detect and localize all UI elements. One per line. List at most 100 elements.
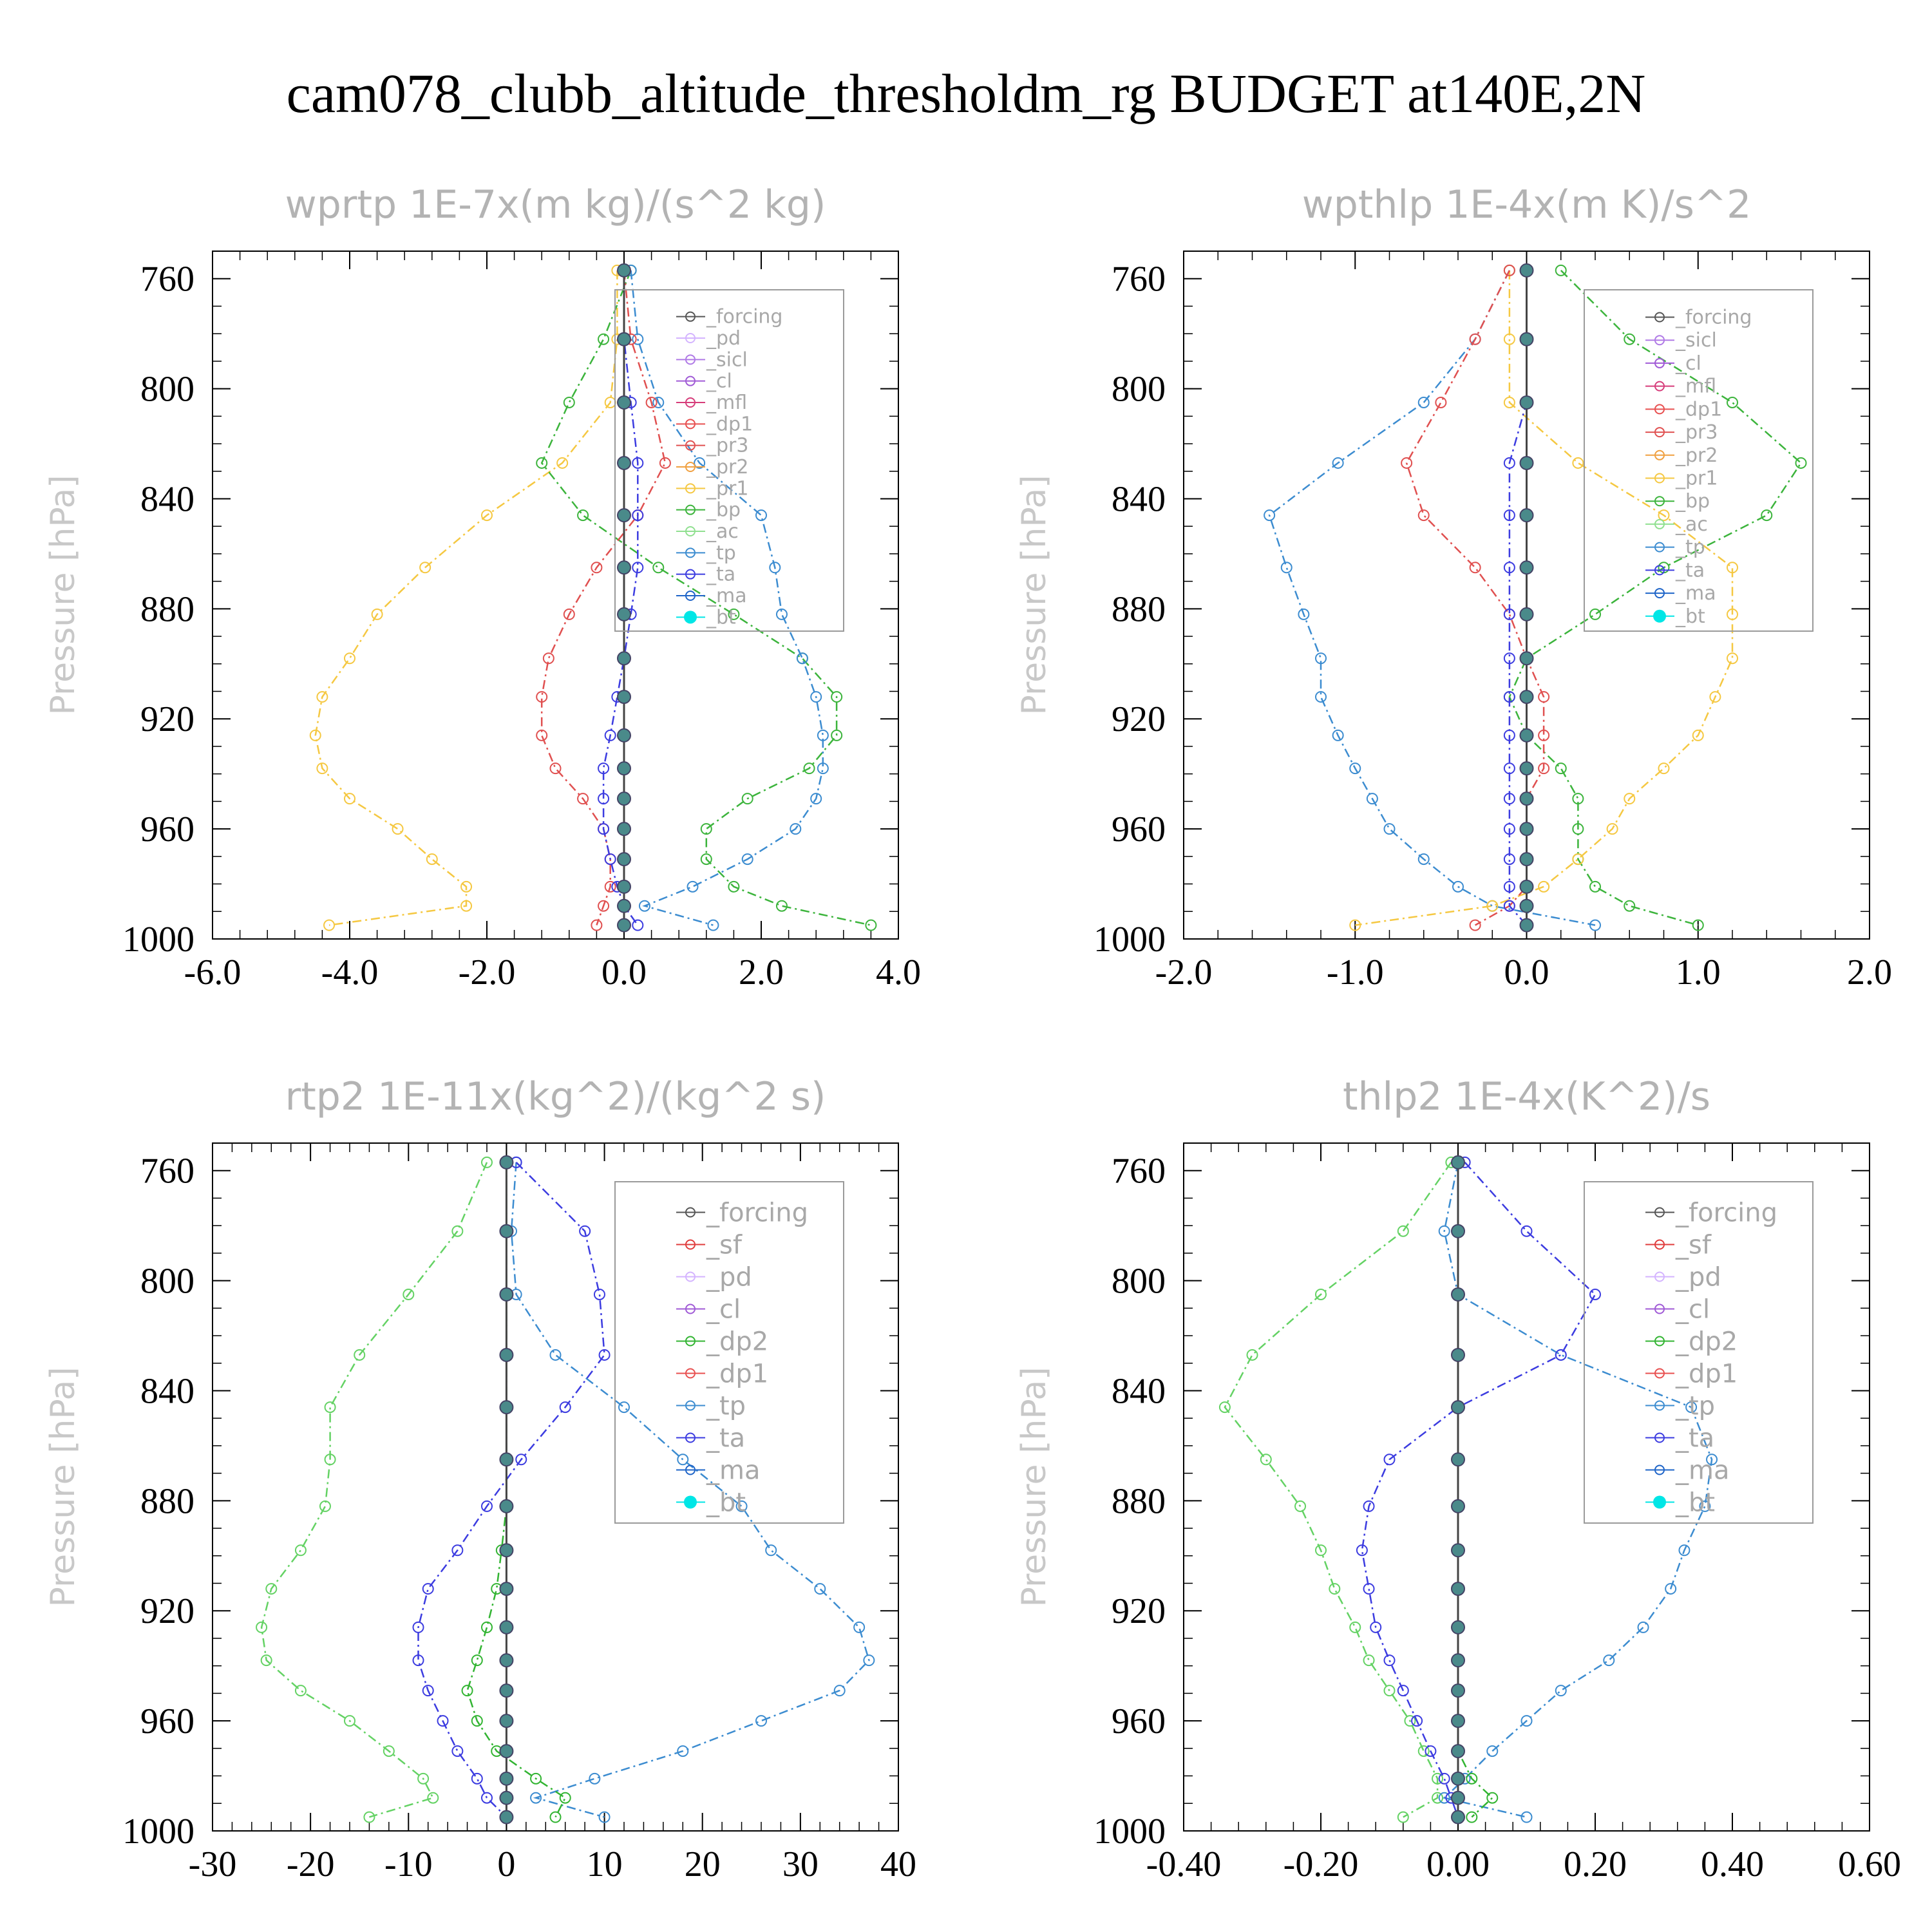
data-point [1451, 1400, 1465, 1415]
x-tick-label: -2.0 [1155, 952, 1213, 992]
data-point [1519, 455, 1534, 470]
legend-marker [685, 440, 696, 451]
x-tick-label: -4.0 [321, 952, 379, 992]
data-point [319, 1500, 331, 1512]
data-point [412, 1621, 424, 1633]
legend-label: _tp [1675, 1392, 1715, 1421]
legend-label: _mfl [706, 392, 747, 414]
data-point [617, 822, 631, 837]
y-tick-label: 960 [140, 810, 194, 849]
data-point [1404, 1715, 1416, 1727]
data-point [563, 396, 575, 408]
legend-label: _tp [706, 542, 736, 564]
data-point [652, 396, 665, 408]
legend-label: _cl [1675, 1295, 1710, 1325]
data-point [1503, 880, 1515, 893]
data-point [481, 1500, 493, 1512]
data-point [831, 729, 843, 741]
legend-label: _ac [1675, 513, 1708, 536]
y-tick-label: 840 [1112, 479, 1166, 519]
data-point [741, 793, 753, 805]
data-point [1519, 852, 1534, 867]
data-point [1451, 1714, 1465, 1728]
data-point [324, 1401, 336, 1414]
data-point [677, 1745, 689, 1757]
data-point [1519, 898, 1534, 913]
data-point [853, 1621, 866, 1633]
legend: _forcing_pd_sicl_cl_mfl_dp1_pr3_pr2_pr1_… [614, 289, 844, 632]
data-point [1332, 729, 1344, 741]
data-point [598, 333, 610, 345]
legend-label: _sicl [1675, 329, 1717, 352]
legend-marker [1654, 565, 1665, 576]
data-point [833, 1685, 846, 1697]
data-point [1503, 729, 1515, 741]
legend-label: _ac [706, 520, 739, 543]
y-tick-label: 880 [140, 589, 194, 629]
data-point [755, 509, 767, 522]
data-point [1264, 509, 1276, 522]
y-tick-label: 920 [1112, 1591, 1166, 1631]
series-tp [625, 264, 829, 931]
data-point [1519, 761, 1534, 776]
legend-marker [684, 1495, 697, 1509]
data-point [1329, 1583, 1341, 1595]
data-point [499, 1810, 514, 1824]
y-tick-label: 840 [140, 479, 194, 519]
legend: _forcing_sicl_cl_mfl_dp1_pr3_pr2_pr1_bp_… [1584, 289, 1814, 632]
data-point [1246, 1349, 1258, 1361]
legend-box [614, 289, 844, 632]
data-point [1451, 1155, 1465, 1170]
series-line [1361, 1162, 1596, 1818]
data-point [1624, 793, 1636, 805]
data-point [618, 1401, 630, 1414]
data-point [1519, 918, 1534, 933]
data-point [1727, 562, 1738, 574]
data-point [481, 1156, 493, 1168]
data-point [1383, 1685, 1396, 1697]
legend-marker [1654, 518, 1665, 529]
data-point [422, 1583, 434, 1595]
legend-label: _cl [1675, 352, 1701, 375]
legend-marker [1654, 1271, 1665, 1282]
data-point [324, 1454, 336, 1466]
data-point [392, 823, 404, 835]
data-point [1503, 762, 1515, 775]
data-point [294, 1544, 307, 1557]
data-point [1435, 396, 1447, 408]
x-tick-label: 0.0 [1504, 952, 1549, 992]
legend-box [1584, 289, 1814, 632]
data-point [765, 1544, 777, 1557]
y-tick-label: 800 [1112, 370, 1166, 410]
data-point [803, 762, 815, 775]
data-point [460, 880, 473, 893]
legend-marker [1654, 1464, 1665, 1475]
legend-marker [1654, 473, 1665, 484]
legend-label: _forcing [1675, 307, 1752, 329]
data-point [1519, 263, 1534, 278]
data-point [598, 900, 610, 912]
legend-marker [685, 1432, 696, 1443]
data-point [556, 457, 569, 469]
legend-marker [1654, 404, 1665, 415]
data-point [1519, 728, 1534, 743]
data-point [471, 1715, 483, 1727]
data-point [1519, 822, 1534, 837]
series-bp [536, 264, 877, 931]
data-point [735, 1500, 748, 1512]
data-point [542, 652, 554, 665]
data-point [1727, 652, 1738, 665]
legend-marker [1654, 588, 1665, 599]
legend-label: _pd [706, 327, 741, 350]
data-point [1332, 457, 1344, 469]
data-point [1438, 1225, 1450, 1237]
legend-label: _tp [1675, 536, 1705, 559]
series-pr1 [309, 264, 623, 931]
series-line [602, 270, 639, 926]
legend-label: _ta [706, 1424, 745, 1454]
legend-marker [685, 526, 696, 536]
data-point [1411, 1715, 1423, 1727]
data-point [419, 562, 431, 574]
data-point [499, 1653, 514, 1668]
data-point [499, 1287, 514, 1302]
